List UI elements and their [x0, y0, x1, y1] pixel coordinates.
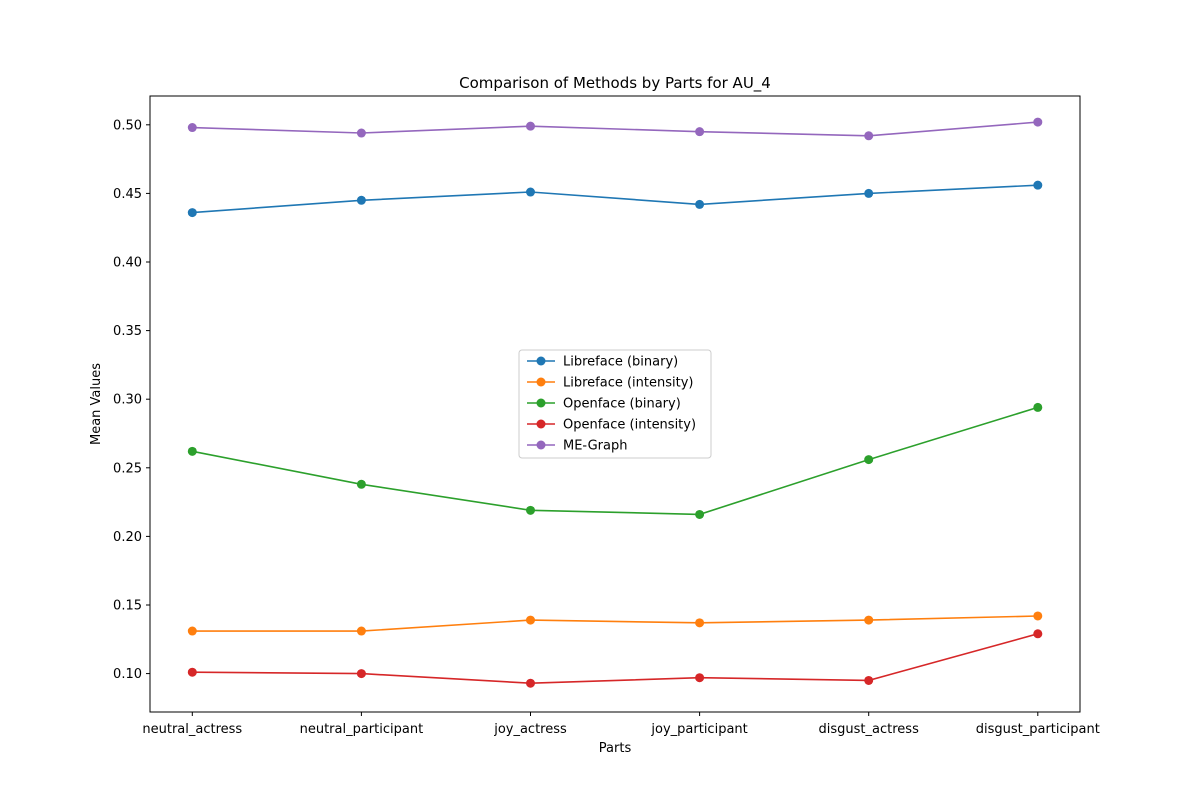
data-point	[864, 188, 874, 198]
y-tick-label: 0.50	[113, 118, 142, 133]
data-point	[1033, 402, 1043, 412]
y-axis-label: Mean Values	[89, 363, 104, 445]
data-point	[526, 187, 535, 197]
data-point	[695, 199, 705, 209]
data-point	[695, 618, 705, 628]
y-tick-label: 0.10	[113, 667, 142, 682]
data-point	[526, 615, 535, 625]
x-axis-label: Parts	[599, 741, 632, 756]
y-axis: 0.10 0.15 0.20 0.25 0.30 0.35 0.40 0.45 0.50	[113, 118, 150, 682]
x-tick-label: joy_actress	[493, 722, 567, 737]
data-point	[187, 446, 197, 456]
chart-title: Comparison of Methods by Parts for AU_4	[459, 74, 771, 93]
legend-entry: Libreface (binary)	[563, 355, 678, 370]
data-point	[187, 123, 197, 133]
data-point	[356, 479, 366, 489]
legend-marker	[536, 398, 546, 408]
data-point	[864, 455, 874, 465]
legend-entry: Libreface (intensity)	[563, 376, 694, 391]
data-point	[187, 208, 197, 218]
x-axis: neutral_actress neutral_participant joy_ac…	[142, 712, 1100, 737]
series-line-1	[192, 615, 1038, 632]
legend-entry: ME-Graph	[563, 439, 627, 454]
data-point	[1033, 629, 1043, 639]
data-point	[526, 678, 535, 688]
data-point	[1033, 611, 1043, 621]
legend-entry: Openface (binary)	[563, 397, 681, 412]
data-point	[695, 509, 705, 519]
y-tick-label: 0.35	[113, 324, 142, 339]
plot-frame	[149, 95, 1081, 713]
data-point	[864, 131, 874, 141]
x-tick-label: joy_participant	[650, 722, 747, 737]
series-line-3	[192, 633, 1039, 685]
legend-marker	[536, 440, 546, 450]
data-point	[695, 673, 705, 683]
y-tick-label: 0.40	[113, 256, 142, 271]
series-line-0	[192, 184, 1038, 214]
data-point	[1033, 180, 1043, 190]
data-point	[356, 626, 366, 636]
data-point	[526, 505, 535, 515]
legend-marker	[536, 419, 546, 429]
y-tick-label: 0.45	[113, 187, 142, 202]
y-tick-label: 0.15	[113, 598, 142, 613]
series-line-4	[192, 121, 1038, 137]
data-point	[864, 615, 874, 625]
x-tick-label: disgust_actress	[819, 722, 920, 737]
data-point	[187, 667, 197, 677]
y-tick-label: 0.30	[113, 393, 142, 408]
data-point	[356, 669, 366, 679]
data-point	[356, 195, 366, 205]
data-point	[864, 675, 874, 685]
data-point	[526, 121, 535, 131]
data-point	[695, 127, 705, 137]
legend-entry: Openface (intensity)	[563, 418, 696, 433]
series-line-2	[192, 406, 1039, 516]
legend-marker	[536, 377, 546, 387]
legend-box	[518, 349, 712, 459]
data-point	[356, 128, 366, 138]
x-tick-label: neutral_actress	[142, 722, 242, 737]
y-tick-label: 0.25	[113, 461, 142, 476]
x-tick-label: disgust_participant	[976, 722, 1100, 737]
data-point	[1033, 117, 1043, 127]
data-point	[187, 626, 197, 636]
legend-marker	[536, 356, 546, 366]
x-tick-label: neutral_participant	[300, 722, 424, 737]
y-tick-label: 0.20	[113, 530, 142, 545]
legend: Libreface (binary) Libreface (intensity) O…	[518, 349, 712, 459]
plot-marks	[187, 117, 1043, 688]
